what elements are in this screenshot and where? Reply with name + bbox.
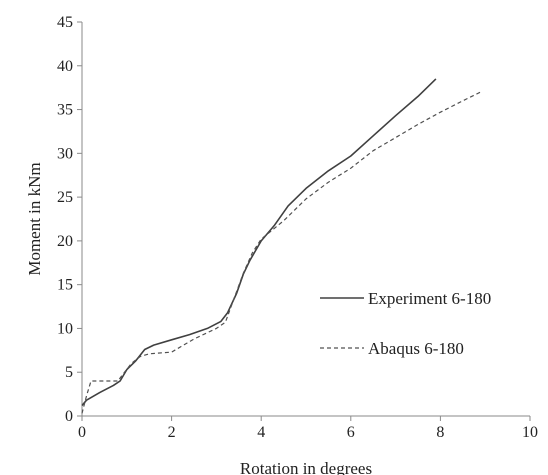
y-tick-label: 20	[57, 233, 73, 250]
y-tick-label: 0	[65, 408, 73, 425]
x-tick-label: 2	[168, 424, 176, 441]
y-tick-label: 40	[57, 58, 73, 75]
y-tick-label: 5	[65, 364, 73, 381]
plot-area	[81, 78, 481, 414]
y-tick-label: 15	[57, 277, 73, 294]
axes: 0 5 10 15 20 25 30 35 40 45 0 2 4 6 8 10	[57, 14, 538, 441]
y-axis-title: Moment in kNm	[25, 162, 44, 275]
x-axis-title: Rotation in degrees	[240, 459, 372, 475]
series-line-1	[81, 78, 437, 407]
x-tick-label: 4	[257, 424, 265, 441]
x-tick-label: 8	[436, 424, 444, 441]
legend: Experiment 6-180 Abaqus 6-180	[320, 289, 491, 358]
y-tick-label: 30	[57, 145, 73, 162]
y-tick-label: 10	[57, 320, 73, 337]
x-tick-label: 10	[522, 424, 538, 441]
legend-label-2: Abaqus 6-180	[368, 339, 464, 358]
x-tick-label: 0	[78, 424, 86, 441]
y-tick-label: 45	[57, 14, 73, 31]
series-line-2	[81, 91, 481, 414]
x-tick-label: 6	[347, 424, 355, 441]
legend-label-1: Experiment 6-180	[368, 289, 491, 308]
y-tick-label: 35	[57, 102, 73, 119]
y-tick-label: 25	[57, 189, 73, 206]
